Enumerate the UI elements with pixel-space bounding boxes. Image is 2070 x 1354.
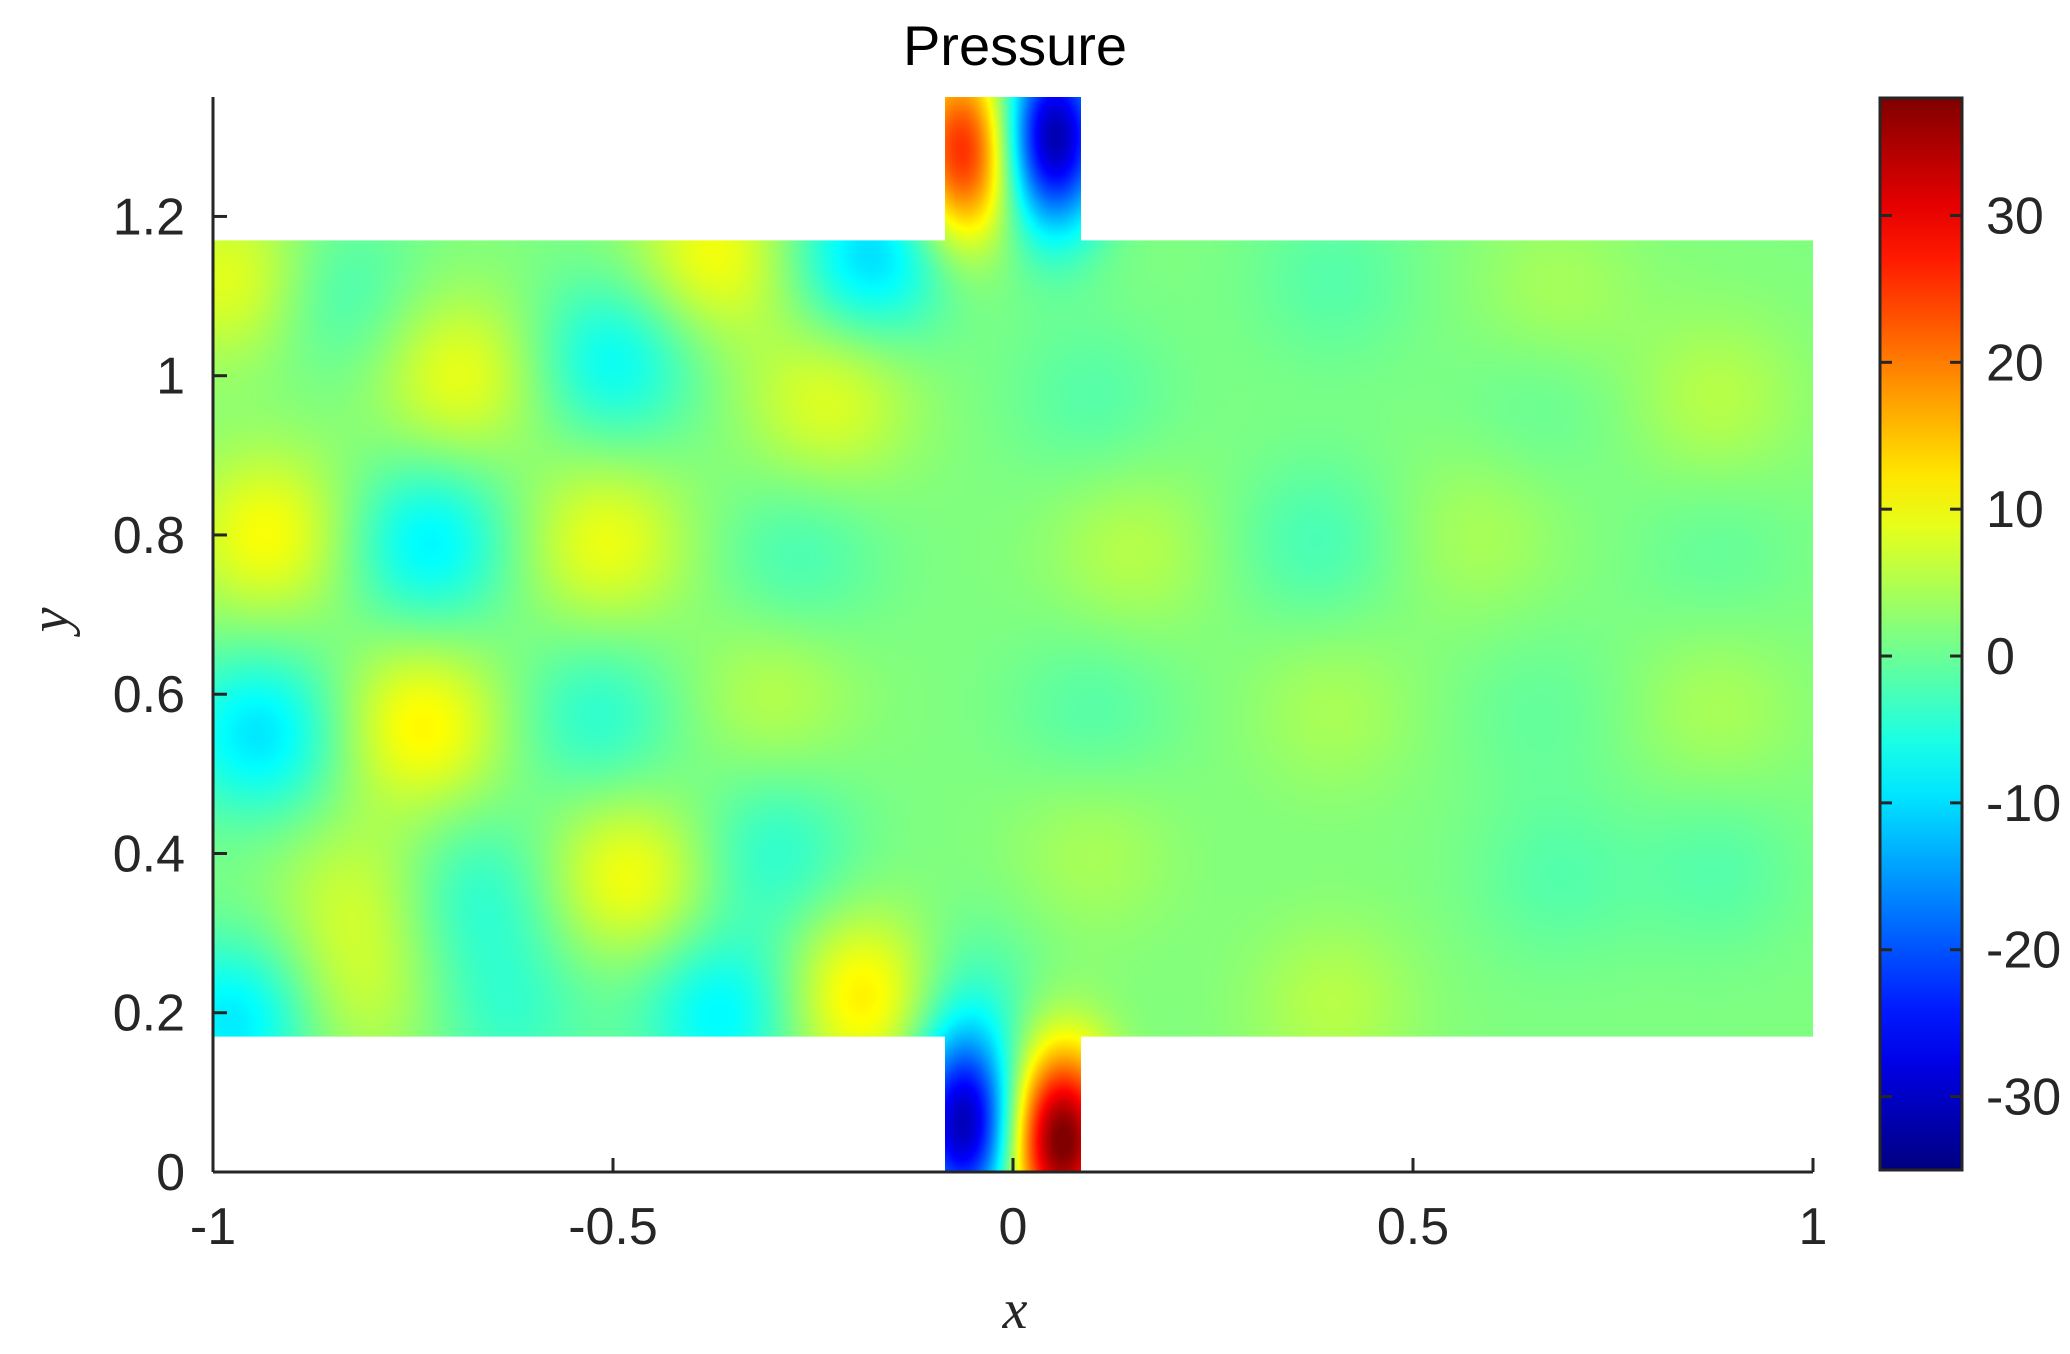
x-tick-label: 0 <box>999 1198 1028 1256</box>
colorbar-tick-label: 30 <box>1986 187 2044 245</box>
y-tick-label: 0.2 <box>113 985 185 1043</box>
y-tick-label: 0.4 <box>113 825 185 883</box>
pressure-heatmap <box>213 97 1813 1172</box>
y-tick-label: 0.6 <box>113 666 185 724</box>
colorbar-tick-label: 0 <box>1986 628 2015 686</box>
colorbar-tick-label: -10 <box>1986 775 2061 833</box>
y-tick-label: 0 <box>156 1144 185 1202</box>
pressure-field <box>213 97 1813 1172</box>
x-tick-label: 0.5 <box>1377 1198 1449 1256</box>
x-tick-label: 1 <box>1799 1198 1828 1256</box>
y-tick-label: 0.8 <box>113 507 185 565</box>
y-tick-label: 1 <box>156 348 185 406</box>
y-axis-label: y <box>19 607 81 637</box>
axes: -1 -0.5 0 0.5 1 0 0.2 0.4 0.6 0.8 1 1.2 <box>113 97 1828 1256</box>
x-tick-label: -0.5 <box>568 1198 658 1256</box>
x-axis-label: x <box>1002 1279 1028 1341</box>
x-tick-label: -1 <box>190 1198 236 1256</box>
colorbar-tick-label: 10 <box>1986 481 2044 539</box>
colorbar-tick-label: -30 <box>1986 1069 2061 1127</box>
colorbar-tick-label: 20 <box>1986 334 2044 392</box>
colorbar: -30 -20 -10 0 10 20 30 <box>1878 96 2061 1172</box>
colorbar-tick-label: -20 <box>1986 922 2061 980</box>
chart-title: Pressure <box>903 14 1127 77</box>
y-tick-label: 1.2 <box>113 188 185 246</box>
colorbar-gradient <box>1878 96 1964 1172</box>
